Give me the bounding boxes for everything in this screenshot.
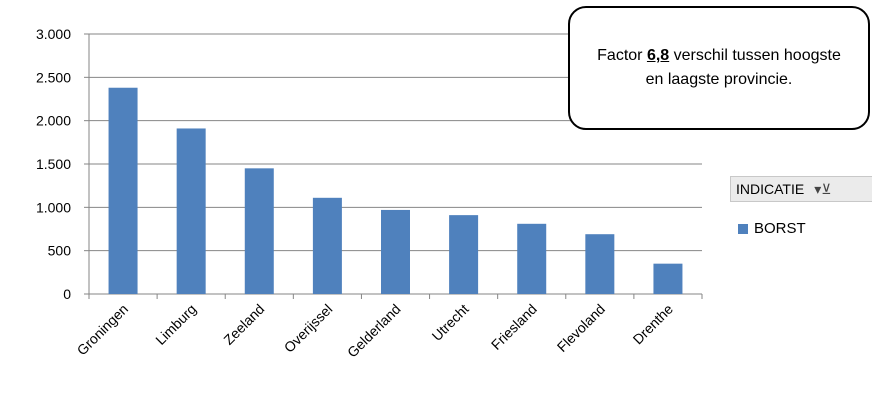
legend-swatch [738, 223, 748, 234]
callout-text: Factor 6,8 verschil tussen hoogste en la… [588, 44, 850, 92]
y-tick-label: 1.500 [36, 156, 71, 172]
y-tick-label: 0 [63, 286, 71, 302]
y-tick-label: 2.500 [36, 69, 71, 85]
x-category-label: Overijssel [281, 301, 336, 356]
x-category-label: Flevoland [554, 301, 608, 355]
x-category-label: Friesland [488, 301, 540, 353]
x-category-label: Gelderland [344, 301, 404, 361]
y-tick-label: 2.000 [36, 113, 71, 129]
bar-utrecht [449, 215, 479, 294]
x-category-label: Limburg [152, 301, 199, 348]
bar-limburg [176, 128, 206, 294]
y-tick-label: 1.000 [36, 199, 71, 215]
x-category-label: Zeeland [220, 301, 267, 348]
y-tick-labels: 0 500 1.000 1.500 2.000 2.500 3.000 [36, 26, 71, 302]
bars [108, 87, 683, 294]
bar-friesland [517, 223, 547, 294]
bar-overijssel [312, 197, 342, 294]
x-category-label: Drenthe [630, 301, 677, 348]
callout-prefix: Factor [597, 47, 647, 64]
x-category-label: Utrecht [429, 301, 472, 344]
legend-label: BORST [754, 220, 806, 237]
callout-highlight: 6,8 [646, 47, 670, 64]
indicatie-filter-button[interactable]: INDICATIE ▾⊻ [730, 176, 872, 202]
callout-suffix: verschil tussen hoogste en laagste provi… [645, 47, 841, 88]
bar-gelderland [381, 209, 410, 294]
annotation-callout: Factor 6,8 verschil tussen hoogste en la… [568, 6, 870, 130]
y-tick-label: 500 [48, 243, 72, 259]
bar-groningen [108, 87, 138, 294]
x-category-labels: Groningen Limburg Zeeland Overijssel Gelderl… [74, 301, 677, 361]
bar-drenthe [653, 263, 683, 294]
bar-flevoland [585, 234, 615, 294]
filter-dropdown-icon: ▾⊻ [814, 180, 832, 197]
bar-zeeland [244, 168, 274, 294]
y-tick-label: 3.000 [36, 26, 71, 42]
filter-label: INDICATIE [736, 181, 805, 197]
x-category-label: Groningen [74, 301, 132, 359]
legend: BORST [738, 220, 806, 237]
